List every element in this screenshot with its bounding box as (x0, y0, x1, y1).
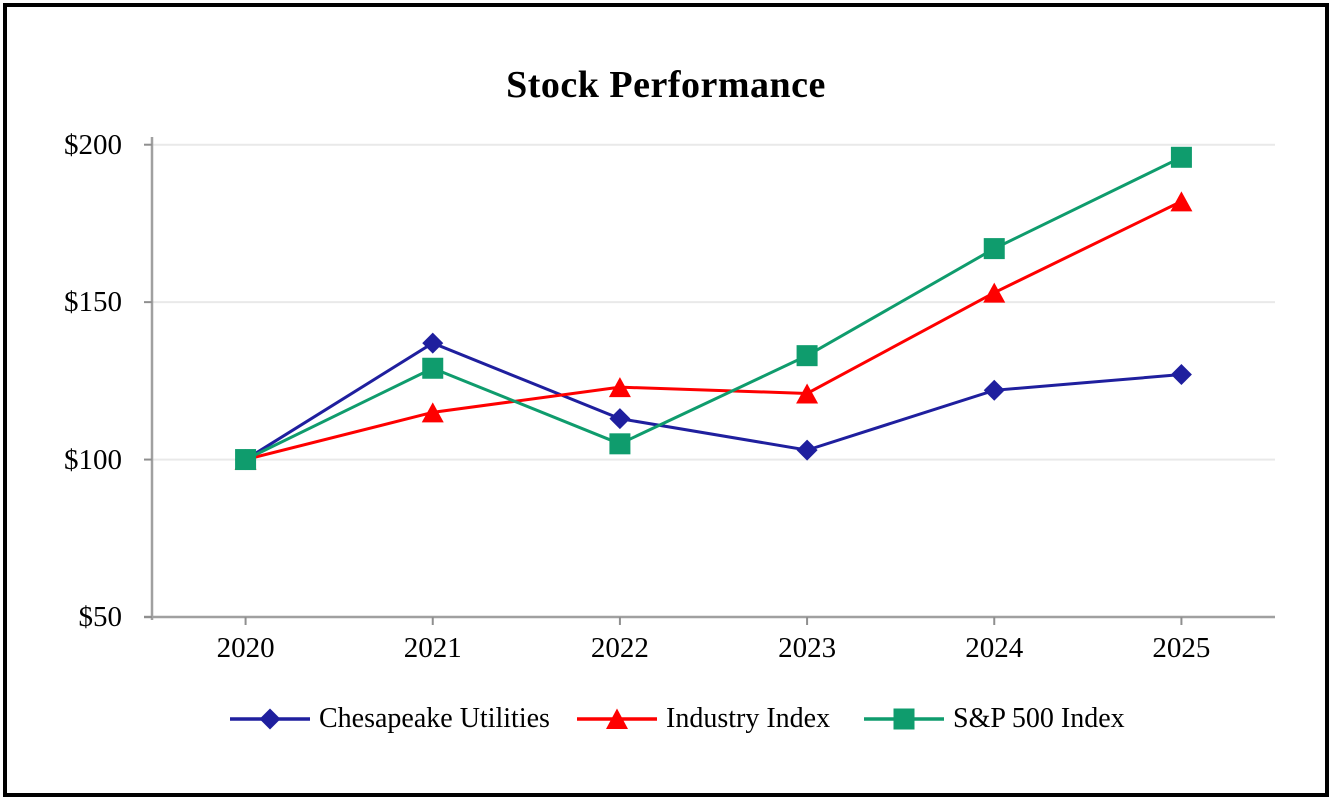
diamond-marker-chesapeake-utilities (983, 379, 1005, 401)
triangle-marker-industry-index (983, 282, 1006, 303)
triangle-marker-industry-index (1170, 191, 1193, 212)
x-tick-label-2023: 2023 (778, 632, 837, 664)
stock-performance-chart: Stock Performance $200 $150 $100 $50 202… (7, 7, 1325, 793)
legend-item-industry-index: Industry Index (577, 703, 830, 735)
diamond-marker-chesapeake-utilities (609, 408, 631, 430)
legend-square-marker-icon (864, 708, 944, 730)
square-marker-s-p-500-index (235, 449, 257, 471)
square-marker-s-p-500-index (796, 345, 818, 367)
x-tick-label-2024: 2024 (965, 632, 1024, 664)
y-tick-label-50: $50 (78, 601, 123, 633)
y-tick-label-200: $200 (64, 128, 122, 161)
diamond-marker-chesapeake-utilities (422, 332, 444, 354)
series-line-chesapeake-utilities (244, 341, 1182, 461)
square-marker-s-p-500-index (1170, 146, 1192, 168)
diamond-marker-chesapeake-utilities (796, 439, 818, 461)
triangle-marker-industry-index (796, 383, 819, 404)
triangle-marker-industry-index (421, 402, 444, 423)
diamond-marker-chesapeake-utilities (1170, 364, 1192, 386)
legend-label: S&P 500 Index (953, 703, 1125, 734)
legend-item-chesapeake-utilities: Chesapeake Utilities (230, 703, 550, 735)
square-marker-s-p-500-index (609, 433, 631, 455)
plot-area (144, 137, 1275, 625)
chart-frame: Stock Performance $200 $150 $100 $50 202… (3, 3, 1329, 797)
legend-label: Chesapeake Utilities (319, 703, 550, 734)
triangle-marker-industry-index (608, 377, 631, 398)
y-tick-label-100: $100 (64, 443, 122, 476)
x-tick-label-2021: 2021 (403, 632, 462, 664)
square-marker-s-p-500-index (422, 357, 444, 379)
x-tick-label-2022: 2022 (590, 632, 649, 664)
series-line-s-p-500-index (244, 155, 1183, 461)
square-marker-s-p-500-index (983, 238, 1005, 260)
legend-item-sp500-index: S&P 500 Index (864, 703, 1125, 735)
legend-label: Industry Index (666, 703, 831, 734)
legend-triangle-marker-icon (577, 708, 657, 729)
x-tick-label-2025: 2025 (1152, 632, 1211, 664)
legend-diamond-marker-icon (230, 708, 310, 730)
y-tick-label-150: $150 (64, 286, 122, 319)
chart-title: Stock Performance (506, 64, 826, 106)
x-tick-label-2020: 2020 (216, 632, 275, 664)
series-line-industry-index (245, 200, 1183, 462)
